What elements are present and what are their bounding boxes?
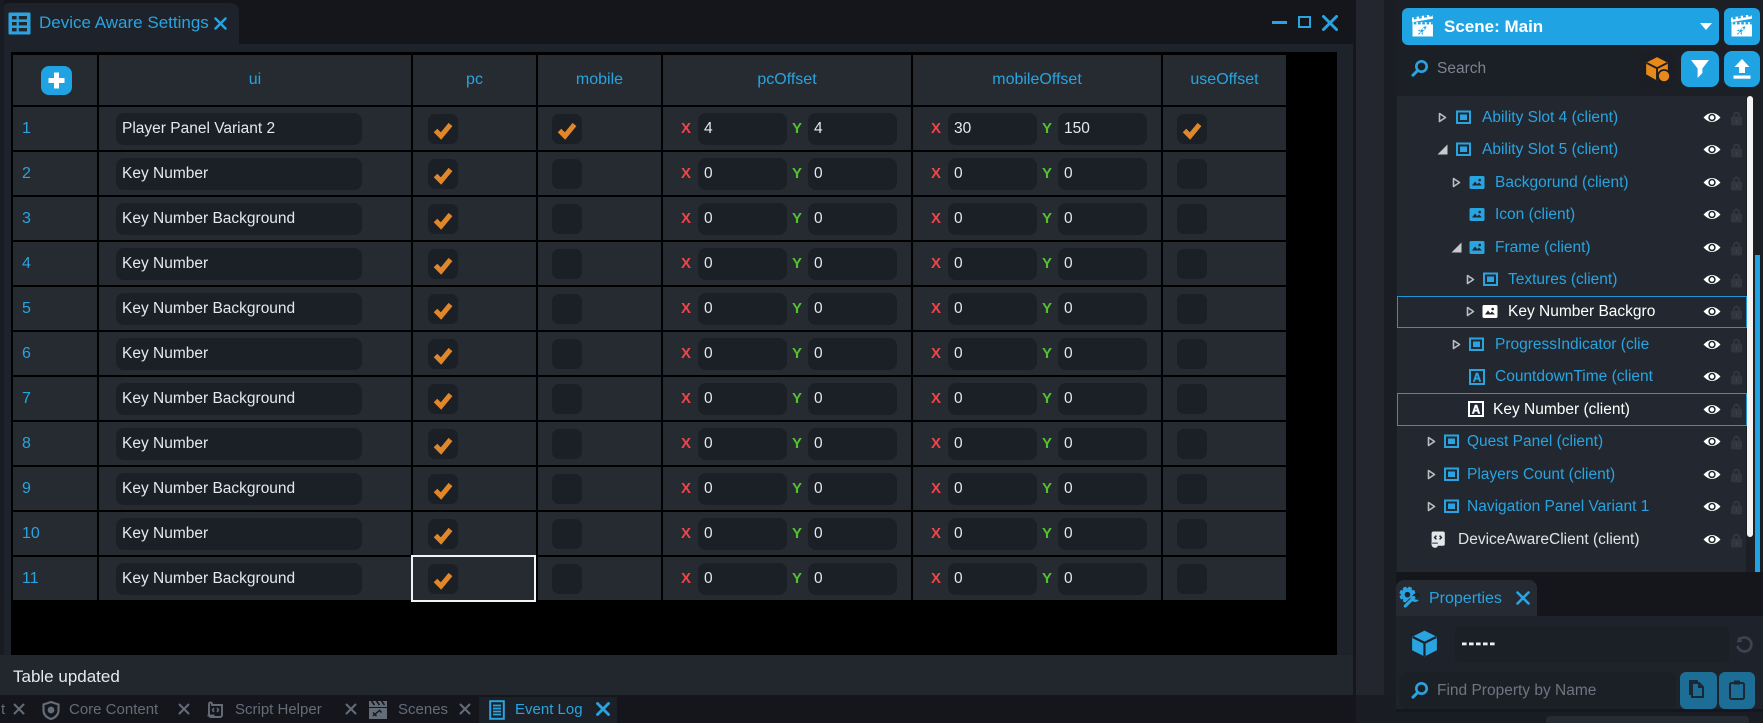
svg-text:A: A [1472, 405, 1480, 417]
svg-text:A: A [1473, 372, 1481, 384]
